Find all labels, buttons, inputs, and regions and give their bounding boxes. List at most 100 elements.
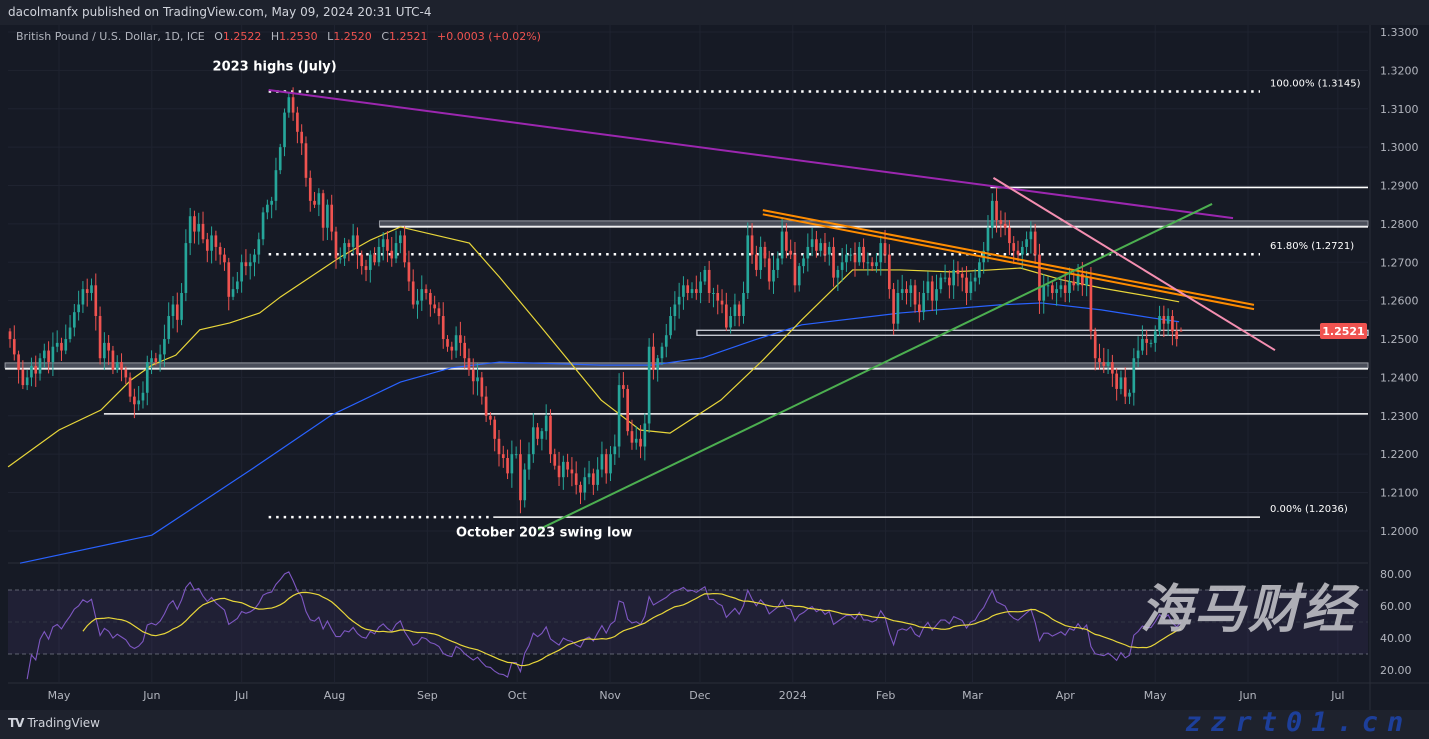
- candle-body: [257, 239, 261, 255]
- fib-level-label: 100.00% (1.3145): [1270, 78, 1361, 89]
- candle-body: [1175, 331, 1179, 340]
- rsi-tick-label: 20.00: [1380, 664, 1412, 677]
- y-tick-label: 1.2200: [1380, 448, 1419, 461]
- candle-body: [780, 231, 784, 259]
- candle-body: [930, 281, 934, 301]
- candle-body: [197, 223, 201, 232]
- candle-body: [1153, 331, 1157, 343]
- candle-body: [1063, 285, 1067, 293]
- candle-body: [1020, 246, 1024, 255]
- candle-body: [360, 254, 364, 267]
- candle-body: [64, 339, 68, 351]
- candle-body: [205, 239, 209, 251]
- candle-body: [253, 254, 256, 263]
- rsi-line: [26, 571, 1182, 680]
- open-value: 1.2522: [222, 30, 262, 43]
- candle-body: [656, 358, 660, 370]
- candle-body: [386, 239, 389, 251]
- candle-body: [926, 281, 930, 293]
- support-resistance-band: [378, 220, 1369, 227]
- candle-body: [154, 358, 158, 363]
- candle-body: [266, 204, 269, 213]
- candle-body: [909, 285, 913, 293]
- publish-info: dacolmanfx published on TradingView.com,…: [8, 5, 432, 19]
- candle-body: [55, 342, 59, 347]
- candle-body: [1149, 342, 1153, 344]
- trendline-purple: [268, 88, 1234, 220]
- fib-level-label: 0.00% (1.2036): [1270, 504, 1348, 515]
- y-tick-label: 1.2800: [1380, 218, 1419, 231]
- rsi-ma-line: [82, 591, 1182, 667]
- candle-body: [141, 392, 145, 401]
- candle-body: [755, 254, 758, 270]
- candle-body: [441, 316, 445, 340]
- tradingview-logo[interactable]: TV TradingView: [8, 716, 100, 730]
- candle-body: [999, 220, 1003, 224]
- candle-body: [1123, 377, 1127, 397]
- close-label: C: [381, 30, 389, 43]
- candle-body: [827, 246, 831, 255]
- y-tick-label: 1.2500: [1380, 333, 1419, 346]
- candle-body: [746, 235, 750, 293]
- symbol-name: British Pound / U.S. Dollar, 1D, ICE: [16, 30, 205, 43]
- candle-body: [750, 235, 754, 255]
- candle-body: [742, 292, 745, 317]
- candle-body: [892, 289, 895, 324]
- candle-body: [1025, 239, 1028, 247]
- x-tick-label: May: [1144, 689, 1167, 702]
- candle-body: [480, 377, 484, 397]
- candle-body: [510, 454, 514, 474]
- candle-body: [514, 454, 518, 456]
- candle-body: [759, 246, 762, 270]
- low-label: L: [327, 30, 334, 43]
- candle-body: [973, 277, 977, 282]
- candle-body: [373, 254, 376, 263]
- candle-body: [849, 254, 853, 256]
- y-tick-label: 1.2700: [1380, 256, 1419, 269]
- candle-body: [763, 246, 767, 259]
- candle-body: [939, 277, 943, 290]
- candle-body: [785, 231, 788, 251]
- last-price-label: 1.2521: [1322, 325, 1364, 338]
- candle-body: [103, 342, 106, 359]
- publish-header: dacolmanfx published on TradingView.com,…: [0, 0, 1429, 25]
- candle-body: [351, 235, 355, 247]
- candle-body: [789, 250, 792, 255]
- candle-body: [613, 446, 617, 455]
- candle-body: [296, 112, 299, 132]
- candle-body: [592, 473, 595, 485]
- candle-body: [459, 335, 462, 343]
- high-value: 1.2530: [279, 30, 318, 43]
- candle-body: [1068, 281, 1071, 293]
- candle-body: [261, 212, 265, 240]
- candle-body: [660, 346, 664, 359]
- candle-body: [171, 304, 175, 317]
- candle-body: [145, 362, 149, 393]
- x-tick-label: Oct: [508, 689, 528, 702]
- candle-body: [1055, 289, 1058, 293]
- candle-body: [120, 362, 123, 370]
- candle-body: [1046, 285, 1050, 287]
- rsi-tick-label: 60.00: [1380, 600, 1412, 613]
- y-tick-label: 1.2400: [1380, 371, 1419, 384]
- candle-body: [111, 350, 115, 370]
- fib-level-label: 61.80% (1.2721): [1270, 241, 1354, 252]
- candle-body: [240, 262, 243, 282]
- candle-body: [1102, 362, 1106, 366]
- candle-body: [677, 296, 681, 305]
- candle-body: [587, 473, 591, 478]
- candle-body: [38, 358, 42, 374]
- candle-body: [433, 304, 436, 309]
- candle-body: [793, 254, 797, 286]
- candle-body: [291, 97, 295, 113]
- candle-body: [1050, 285, 1054, 293]
- candle-body: [583, 477, 587, 493]
- candle-body: [990, 200, 994, 228]
- candle-body: [948, 277, 951, 286]
- candle-body: [313, 200, 316, 205]
- candle-body: [218, 246, 222, 255]
- candle-body: [47, 350, 50, 363]
- candle-body: [1128, 392, 1131, 397]
- candle-body: [922, 292, 925, 313]
